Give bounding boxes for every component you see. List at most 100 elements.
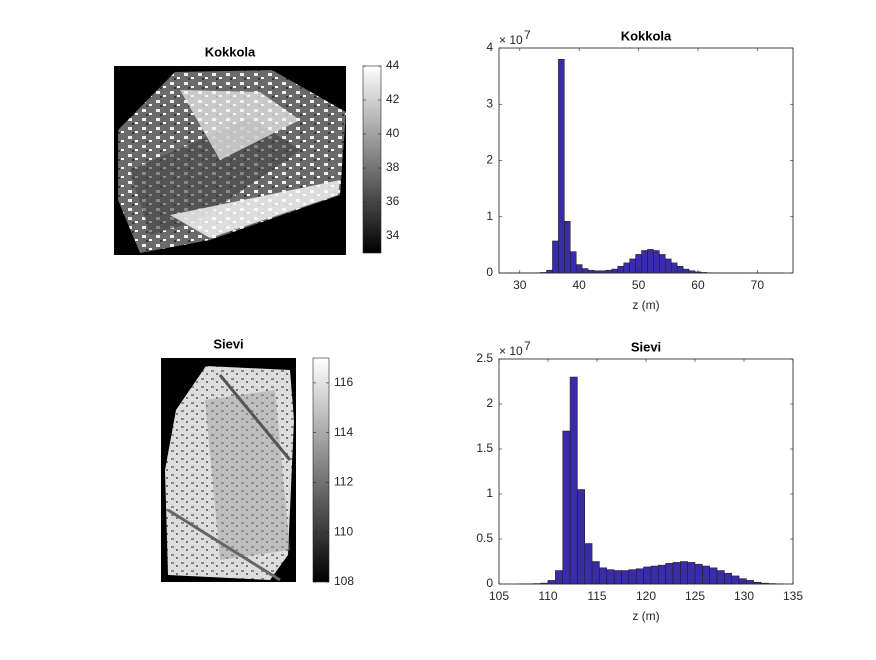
axes-box	[499, 359, 793, 584]
histogram-bar	[592, 562, 599, 585]
histogram-bar	[665, 259, 671, 273]
kokkola-image	[114, 66, 346, 255]
y-tick-label: 0	[486, 576, 493, 590]
y-tick-label: 1.5	[476, 441, 493, 455]
histogram-bar	[570, 252, 576, 273]
panel-title: Sievi	[631, 339, 661, 354]
histogram-bar	[688, 562, 695, 584]
y-multiplier-exponent: 7	[524, 339, 531, 353]
histogram-bar	[600, 271, 606, 273]
panel-title: Sievi	[213, 336, 243, 351]
histogram-bar	[570, 377, 577, 584]
axes-box	[499, 48, 793, 273]
histogram-bar	[555, 571, 562, 585]
histogram-bar	[659, 254, 665, 273]
colorbar-tick-label: 108	[334, 574, 354, 588]
colorbar-tick-label: 38	[386, 160, 400, 174]
colorbar-tick-label: 114	[334, 425, 353, 439]
histogram-bar	[739, 579, 746, 584]
histogram-bar	[647, 249, 653, 273]
histogram-bar	[564, 221, 570, 273]
x-tick-label: 110	[538, 589, 557, 603]
y-tick-label: 1	[486, 486, 493, 500]
histogram-bar	[588, 270, 594, 273]
histogram-bar	[732, 576, 739, 584]
histogram-bar	[636, 569, 643, 584]
histogram-bar	[689, 271, 695, 273]
colorbar	[363, 66, 381, 253]
x-tick-label: 40	[573, 278, 587, 292]
panel-title: Kokkola	[621, 28, 672, 43]
histogram-bar	[680, 562, 687, 585]
x-axis-label: z (m)	[632, 609, 659, 623]
y-tick-label: 0	[486, 265, 493, 279]
histogram-bar	[622, 571, 629, 585]
y-tick-label: 1	[486, 209, 493, 223]
y-tick-label: 0.5	[476, 531, 493, 545]
histogram-bar	[629, 570, 636, 584]
histogram-bar	[585, 544, 592, 585]
histogram-bar	[717, 571, 724, 585]
colorbar-tick-label: 110	[334, 524, 353, 538]
x-tick-label: 135	[783, 589, 803, 603]
histogram-bar	[658, 565, 665, 584]
y-tick-label: 4	[486, 40, 493, 54]
y-tick-label: 3	[486, 96, 493, 110]
y-tick-label: 2	[486, 396, 493, 410]
y-tick-label: 2	[486, 153, 493, 167]
x-tick-label: 70	[751, 278, 765, 292]
histogram-bar	[671, 263, 677, 273]
sievi-image	[161, 358, 296, 582]
y-multiplier-exponent: 7	[524, 28, 531, 42]
histogram-bar	[724, 573, 731, 584]
histogram-bar	[582, 269, 588, 274]
x-tick-label: 130	[734, 589, 754, 603]
x-tick-label: 120	[636, 589, 656, 603]
x-tick-label: 30	[513, 278, 527, 292]
colorbar	[313, 358, 329, 582]
y-multiplier: × 10	[499, 344, 523, 358]
x-tick-label: 105	[489, 589, 509, 603]
x-axis-label: z (m)	[632, 298, 659, 312]
histogram-bar	[552, 241, 558, 273]
y-tick-label: 2.5	[476, 351, 493, 365]
histogram-bar	[563, 431, 570, 584]
histogram-bar	[677, 266, 683, 273]
colorbar-tick-label: 36	[386, 194, 400, 208]
colorbar-tick-label: 40	[386, 126, 400, 140]
histogram-bar	[651, 566, 658, 584]
x-tick-label: 125	[685, 589, 705, 603]
histogram-bar	[683, 269, 689, 273]
histogram-bar	[612, 269, 618, 273]
histogram-bar	[695, 564, 702, 584]
histogram-bar	[548, 580, 555, 584]
y-multiplier: × 10	[499, 33, 523, 47]
colorbar-tick-label: 34	[386, 228, 400, 242]
histogram-bar	[599, 568, 606, 584]
histogram-bar	[710, 568, 717, 584]
colorbar-tick-label: 44	[386, 58, 400, 72]
histogram-bar	[746, 580, 753, 584]
colorbar-tick-label: 116	[334, 375, 353, 389]
histogram-bar	[666, 563, 673, 584]
x-tick-label: 50	[632, 278, 646, 292]
histogram-bar	[558, 59, 564, 273]
histogram-bar	[618, 266, 624, 273]
x-tick-label: 60	[691, 278, 705, 292]
histogram-bar	[673, 562, 680, 584]
panel-title: Kokkola	[205, 44, 256, 59]
colorbar-tick-label: 42	[386, 92, 400, 106]
histogram-bar	[547, 270, 553, 273]
histogram-bar	[607, 570, 614, 584]
histogram-bar	[702, 566, 709, 584]
colorbar-tick-label: 112	[334, 475, 353, 489]
histogram-bar	[614, 571, 621, 585]
histogram-bar	[624, 263, 630, 273]
x-tick-label: 115	[587, 589, 606, 603]
histogram-bar	[644, 567, 651, 584]
histogram-bar	[653, 251, 659, 274]
histogram-bar	[642, 251, 648, 274]
histogram-bar	[630, 259, 636, 273]
histogram-bar	[577, 490, 584, 585]
